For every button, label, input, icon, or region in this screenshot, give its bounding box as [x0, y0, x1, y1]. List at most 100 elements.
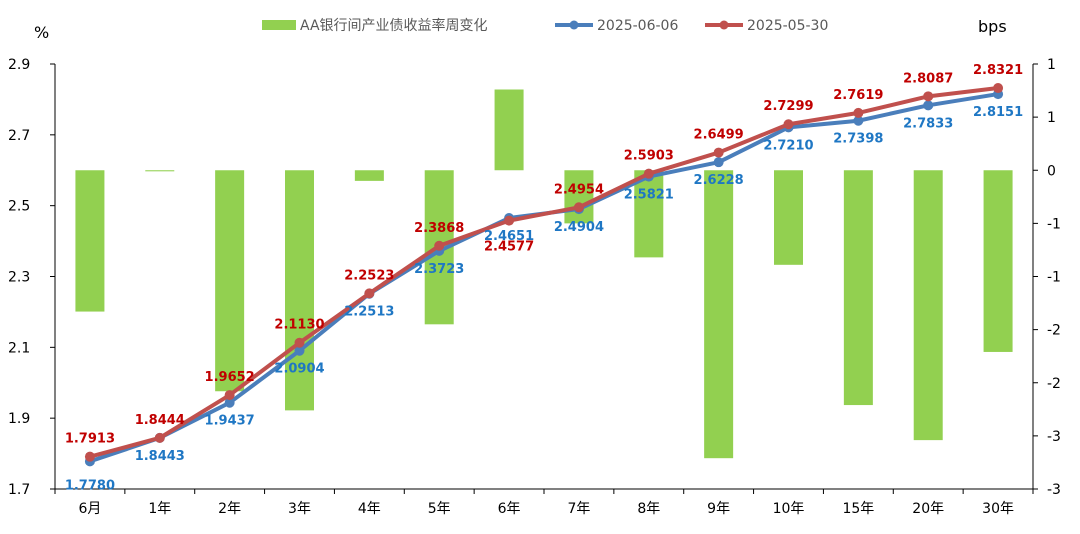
data-label-2025-06-06: 2.7210 [763, 138, 813, 153]
left-axis-ticks: 1.7 1.9 2.1 2.3 2.5 2.7 2.9 [8, 57, 55, 498]
bar-series [75, 89, 1013, 459]
data-label-2025-06-06: 2.5821 [624, 188, 674, 203]
data-label-2025-05-30: 2.3868 [414, 221, 464, 236]
left-tick-label: 2.9 [8, 57, 30, 73]
point [853, 115, 864, 126]
data-label-2025-06-06: 1.7780 [65, 478, 115, 493]
data-label-2025-05-30: 2.5903 [624, 149, 674, 164]
right-tick-label: 1 [1047, 110, 1056, 126]
bar [843, 170, 873, 406]
data-label-2025-05-30: 2.1130 [274, 318, 324, 333]
bar [285, 170, 314, 411]
left-tick-label: 1.7 [8, 482, 30, 498]
point [224, 390, 235, 401]
x-tick-label: 30年 [982, 501, 1014, 517]
data-labels: 1.7780 1.8443 1.9437 2.0904 2.2513 2.3723 2.46… [65, 63, 1023, 493]
data-label-2025-05-30: 2.4954 [554, 182, 604, 197]
line-series [84, 83, 1004, 467]
bar [983, 170, 1013, 352]
data-label-2025-05-30: 2.2523 [344, 268, 394, 283]
x-tick-label: 3年 [288, 501, 311, 517]
data-label-2025-05-30: 2.8087 [903, 71, 953, 86]
point [154, 432, 165, 443]
legend-label-0530: 2025-05-30 [747, 18, 828, 34]
data-label-2025-06-06: 2.4651 [484, 229, 534, 244]
data-label-2025-06-06: 1.8443 [135, 449, 185, 464]
left-tick-label: 2.3 [8, 270, 30, 286]
point [294, 337, 305, 348]
bar [494, 89, 524, 171]
point [923, 91, 934, 102]
point [713, 157, 724, 168]
data-label-2025-06-06: 2.3723 [414, 262, 464, 277]
x-tick-label: 20年 [912, 501, 944, 517]
data-label-2025-05-30: 2.6499 [694, 128, 744, 143]
right-tick-label: 1 [1047, 57, 1056, 73]
point [993, 83, 1004, 94]
x-tick-label: 6年 [498, 501, 521, 517]
data-label-2025-06-06: 2.7833 [903, 116, 953, 131]
legend-marker-0530 [719, 20, 729, 30]
x-tick-label: 15年 [842, 501, 874, 517]
data-label-2025-05-30: 1.8444 [135, 413, 185, 428]
bar [145, 170, 175, 172]
point [783, 119, 794, 130]
data-label-2025-06-06: 2.4904 [554, 220, 604, 235]
data-label-2025-06-06: 2.2513 [344, 305, 394, 320]
bar [704, 170, 734, 459]
bar [354, 170, 384, 181]
point [573, 202, 584, 213]
right-tick-label: -1 [1047, 216, 1061, 232]
x-tick-label: 1年 [148, 501, 171, 517]
legend-marker-0606 [569, 20, 579, 30]
right-tick-label: -2 [1047, 323, 1061, 339]
legend: AA银行间产业债收益率周变化 2025-06-06 2025-05-30 [262, 17, 828, 34]
legend-swatch-bar [262, 20, 296, 30]
x-tick-label: 10年 [773, 501, 805, 517]
x-tick-label: 7年 [567, 501, 590, 517]
right-tick-label: -3 [1047, 482, 1061, 498]
data-label-2025-06-06: 2.0904 [274, 362, 324, 377]
right-axis-unit: bps [978, 17, 1007, 36]
data-label-2025-06-06: 2.6228 [694, 173, 744, 188]
legend-label-bar: AA银行间产业债收益率周变化 [300, 17, 488, 34]
left-tick-label: 2.5 [8, 199, 30, 215]
point [364, 288, 375, 299]
bar [564, 170, 594, 224]
point [504, 215, 515, 226]
point [84, 451, 95, 462]
x-tick-label: 4年 [358, 501, 381, 517]
point [224, 397, 235, 408]
x-tick-label: 2年 [218, 501, 241, 517]
x-tick-label: 9年 [707, 501, 730, 517]
point [713, 147, 724, 158]
point [923, 100, 934, 111]
data-label-2025-05-30: 2.7619 [833, 88, 883, 103]
data-label-2025-06-06: 2.7398 [833, 132, 883, 147]
bar [75, 170, 105, 312]
line-2025-05-30 [89, 86, 999, 459]
bar [913, 170, 943, 441]
point [434, 240, 445, 251]
left-tick-label: 2.1 [8, 340, 30, 356]
left-axis-unit: % [34, 23, 49, 42]
legend-label-0606: 2025-06-06 [597, 18, 678, 34]
bar [774, 170, 803, 265]
right-axis-ticks: -3 -3 -2 -2 -1 -1 0 1 1 [1033, 57, 1061, 498]
data-label-2025-05-30: 2.4577 [484, 240, 534, 255]
bar [634, 170, 664, 258]
data-label-2025-05-30: 1.7913 [65, 432, 115, 447]
data-label-2025-05-30: 2.7299 [763, 99, 813, 114]
point [643, 168, 654, 179]
data-label-2025-06-06: 2.8151 [973, 105, 1023, 120]
x-tick-label: 8年 [637, 501, 660, 517]
x-axis-ticks: 6月 1年 2年 3年 4年 5年 6年 7年 8年 9年 10年 15年 20年 30年 [54, 489, 1034, 517]
x-tick-label: 6月 [78, 501, 101, 517]
point [853, 107, 864, 118]
left-tick-label: 1.9 [8, 411, 30, 427]
point [294, 345, 305, 356]
data-label-2025-05-30: 1.9652 [205, 370, 255, 385]
right-tick-label: -2 [1047, 376, 1061, 392]
data-label-2025-05-30: 2.8321 [973, 63, 1023, 78]
